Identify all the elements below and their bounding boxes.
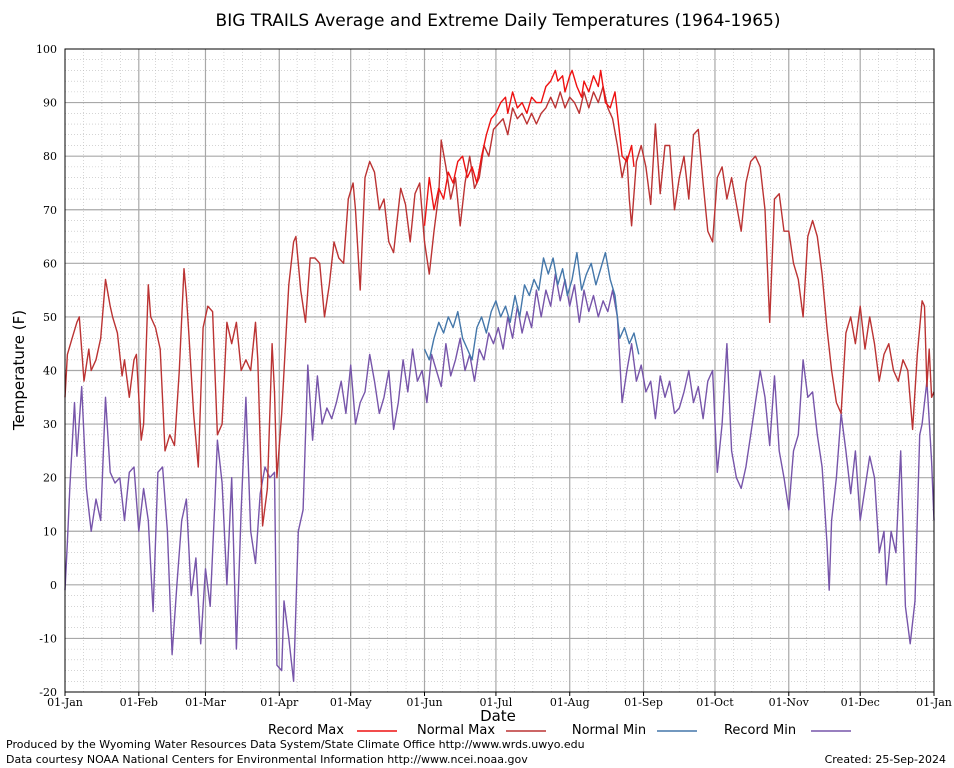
x-tick-label: 01-Oct	[696, 696, 734, 709]
y-tick-label: 100	[36, 43, 57, 56]
legend-label-record-min: Record Min	[724, 723, 796, 738]
x-axis-label: Date	[480, 707, 516, 725]
footer-data-courtesy: Data courtesy NOAA National Centers for …	[6, 753, 528, 766]
y-tick-label: 0	[50, 579, 57, 592]
footer-produced-by: Produced by the Wyoming Water Resources …	[6, 738, 585, 751]
x-tick-label: 01-Sep	[624, 696, 663, 709]
y-tick-label: 20	[43, 472, 57, 485]
y-tick-label: 30	[43, 418, 57, 431]
x-tick-label: 01-Jun	[406, 696, 442, 709]
x-tick-label: 01-Jan	[47, 696, 83, 709]
series-line-normal-min	[423, 251, 640, 361]
y-axis-label: Temperature (F)	[10, 310, 28, 431]
major-gridlines	[65, 49, 934, 692]
series-lines	[64, 69, 935, 682]
y-tick-label: 90	[43, 97, 57, 110]
x-axis-ticks: 01-Jan 01-Feb 01-Mar 01-Apr 01-May 01-Jun 01-J…	[47, 692, 952, 709]
series-line-record-min	[64, 273, 935, 682]
x-tick-label: 01-Aug	[550, 696, 590, 709]
footer-created-date: Created: 25-Sep-2024	[825, 753, 946, 766]
x-tick-label: 01-Dec	[841, 696, 880, 709]
x-tick-label: 01-Nov	[769, 696, 810, 709]
y-tick-label: 40	[43, 365, 57, 378]
plot-frame	[64, 48, 935, 693]
y-tick-label: 70	[43, 204, 57, 217]
x-tick-label: 01-Jul	[480, 696, 513, 709]
x-tick-label: 01-Jan	[916, 696, 952, 709]
legend-label-record-max: Record Max	[268, 723, 344, 738]
y-axis-ticks: -20 -10 0 10 20 30 40 50 60 70 80 90 100	[36, 43, 57, 699]
x-tick-label: 01-May	[330, 696, 373, 709]
legend-label-normal-min: Normal Min	[572, 723, 646, 738]
y-tick-label: -10	[39, 632, 57, 645]
x-tick-label: 01-Feb	[120, 696, 158, 709]
chart-title: BIG TRAILS Average and Extreme Daily Tem…	[216, 11, 781, 31]
x-tick-label: 01-Apr	[260, 696, 299, 709]
series-line-normal-max	[64, 85, 935, 527]
legend: Record Max Normal Max Normal Min Record …	[268, 723, 851, 738]
y-tick-label: 50	[43, 311, 57, 324]
y-tick-label: 80	[43, 150, 57, 163]
y-tick-label: -20	[39, 686, 57, 699]
y-tick-label: 10	[43, 525, 57, 538]
legend-label-normal-max: Normal Max	[417, 723, 495, 738]
y-tick-label: 60	[43, 257, 57, 270]
series-line-record-max	[423, 69, 635, 226]
x-tick-label: 01-Mar	[185, 696, 227, 709]
